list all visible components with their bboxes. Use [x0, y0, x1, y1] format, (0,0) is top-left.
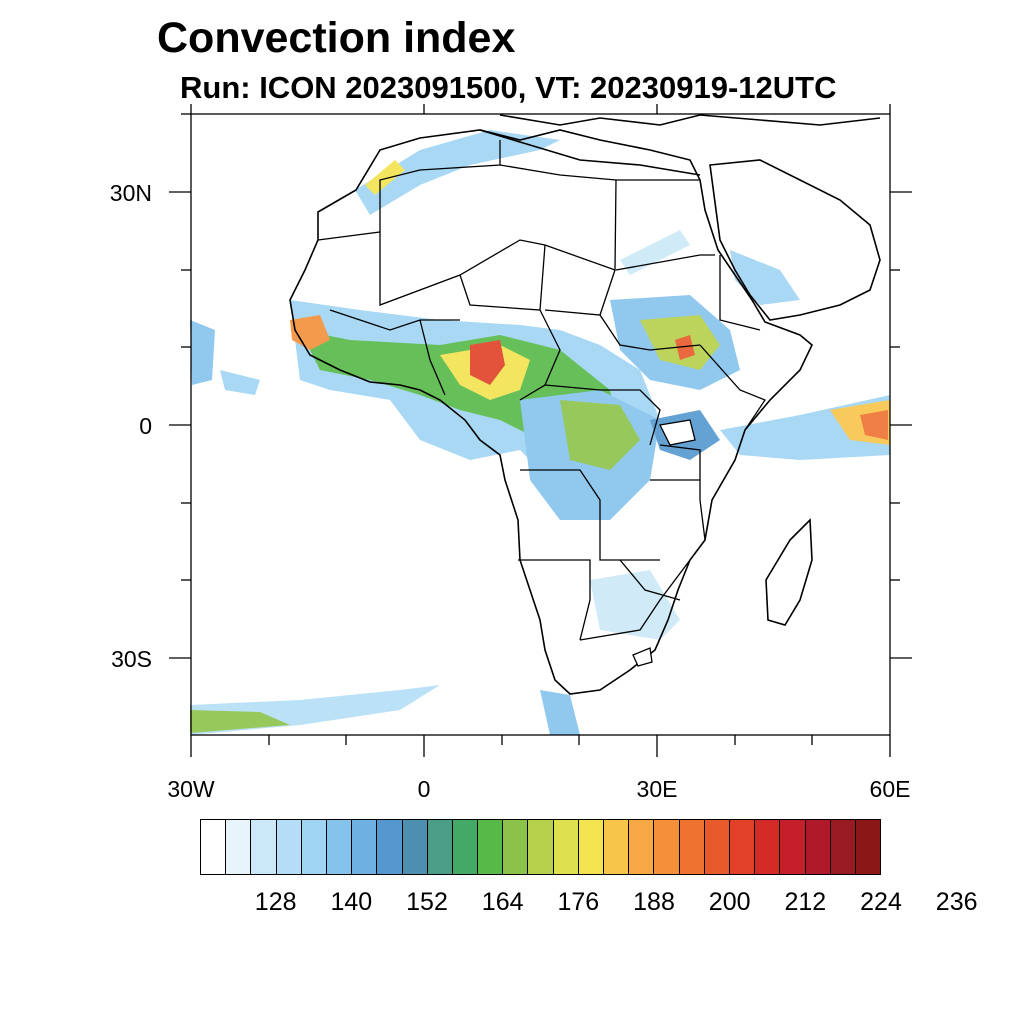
colorbar-swatch — [528, 820, 554, 874]
field-guinea-orange — [290, 315, 330, 350]
coastlines — [289, 114, 881, 695]
colorbar-label: 212 — [784, 888, 827, 916]
field-atlantic — [190, 320, 215, 385]
colorbar-swatch — [402, 820, 428, 874]
colorbar-label: 128 — [254, 888, 297, 916]
colorbar-swatch — [679, 820, 705, 874]
colorbar-swatch — [251, 820, 277, 874]
africa-coastline — [289, 129, 813, 695]
colorbar-swatch — [276, 820, 302, 874]
colorbar-label: 176 — [557, 888, 600, 916]
colorbar-swatch — [226, 820, 252, 874]
colorbar-label: 140 — [330, 888, 373, 916]
colorbar-swatch — [326, 820, 353, 874]
colorbar-label: 152 — [406, 888, 448, 916]
field-nigeria-red — [470, 340, 505, 385]
field-north-africa — [355, 130, 560, 215]
lon-label-30e: 30E — [636, 776, 678, 802]
colorbar-swatch — [654, 820, 680, 874]
colorbar-swatch — [452, 820, 479, 874]
colorbar — [200, 819, 881, 875]
field-atlantic-blob — [220, 370, 260, 395]
colorbar-swatch — [578, 820, 604, 874]
field-indian-ocean-red — [860, 410, 888, 440]
europe-coast — [499, 114, 881, 126]
madagascar-coast — [765, 518, 813, 626]
lat-label-0: 0 — [139, 413, 152, 439]
chart-subtitle: Run: ICON 2023091500, VT: 20230919-12UTC — [180, 70, 837, 105]
field-south-atlantic-core — [190, 710, 290, 733]
field-cape — [540, 690, 580, 735]
lon-label-30w: 30W — [167, 776, 215, 802]
lakes — [632, 419, 696, 667]
field-congo-core — [560, 400, 640, 470]
colorbar-swatch — [201, 820, 227, 874]
colorbar-swatch — [503, 820, 529, 874]
lat-label-30n: 30N — [109, 180, 152, 206]
colorbar-swatch — [704, 820, 730, 874]
colorbar-swatch — [301, 820, 327, 874]
country-borders — [317, 140, 766, 641]
colorbar-swatch — [553, 820, 579, 874]
convection-field — [190, 130, 890, 735]
field-ethiopia-red — [675, 335, 695, 360]
colorbar-swatch — [427, 820, 453, 874]
field-arabia — [730, 250, 800, 305]
arabia-coast — [709, 159, 881, 321]
colorbar-swatch — [805, 820, 831, 874]
mediterranean-coast — [479, 129, 701, 176]
chart-title: Convection index — [157, 14, 516, 62]
colorbar-label: 164 — [481, 888, 524, 916]
colorbar-swatch — [729, 820, 756, 874]
colorbar-swatch — [352, 820, 378, 874]
colorbar-label: 200 — [708, 888, 751, 916]
field-morocco-core — [365, 160, 405, 195]
lat-label-30s: 30S — [111, 646, 152, 672]
colorbar-swatch — [780, 820, 806, 874]
colorbar-swatch — [629, 820, 655, 874]
colorbar-swatch — [478, 820, 504, 874]
colorbar-swatch — [377, 820, 403, 874]
field-south-africa — [590, 570, 680, 640]
lon-label-0: 0 — [417, 776, 431, 802]
colorbar-label: 224 — [860, 888, 902, 916]
axis-ticks — [169, 104, 912, 757]
field-egypt-band — [620, 230, 690, 275]
colorbar-swatch — [855, 820, 881, 874]
colorbar-swatch — [755, 820, 781, 874]
colorbar-label: 188 — [633, 888, 675, 916]
colorbar-label: 236 — [935, 888, 978, 916]
lon-label-60e: 60E — [869, 776, 911, 802]
colorbar-swatch — [604, 820, 630, 874]
colorbar-swatch — [830, 820, 856, 874]
